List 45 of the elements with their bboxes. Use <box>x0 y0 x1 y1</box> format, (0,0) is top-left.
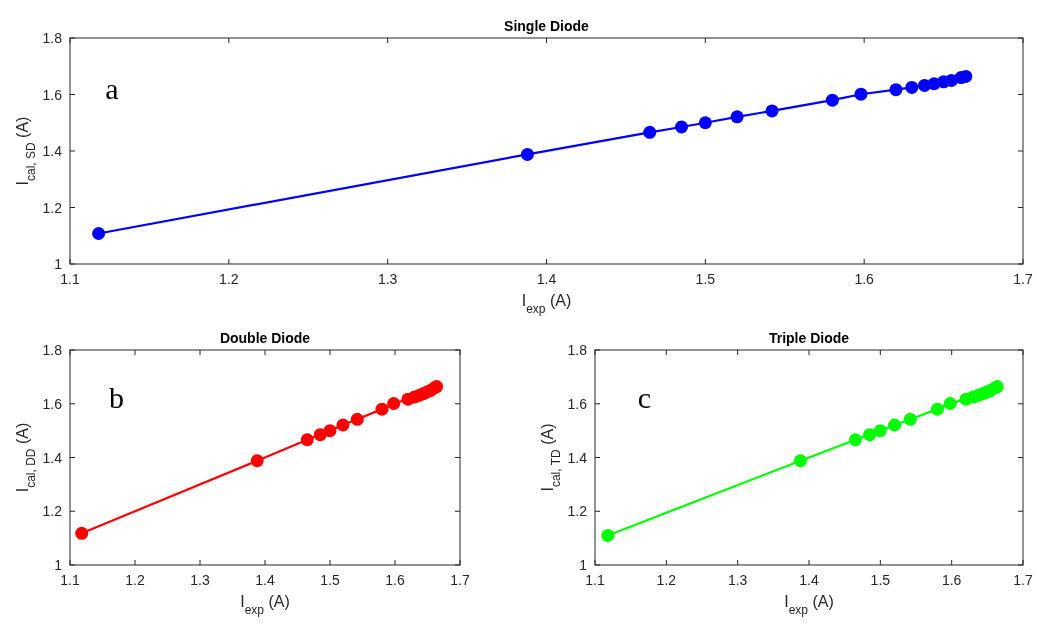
y-tick-label: 1.8 <box>42 30 63 46</box>
x-tick-label: 1.7 <box>450 572 470 588</box>
annotation: a <box>105 72 119 106</box>
x-tick-label: 1.7 <box>1013 271 1033 287</box>
y-tick-label: 1.8 <box>42 342 63 358</box>
x-tick-label: 1.2 <box>656 572 677 588</box>
y-tick-label: 1.2 <box>42 199 63 216</box>
x-tick-label: 1.7 <box>1013 572 1033 588</box>
x-tick-label: 1.2 <box>125 572 145 588</box>
y-tick-label: 1.4 <box>42 143 63 159</box>
y-tick-label: 1.8 <box>567 342 588 358</box>
x-axis-title: I$_{exp}$ (A) <box>784 593 834 617</box>
x-tick-label: 1.2 <box>219 271 239 287</box>
x-tick-label: 1.6 <box>385 572 405 588</box>
x-axis-title: I$_{exp}$ (A) <box>521 292 572 316</box>
y-tick-label: 1 <box>54 557 63 573</box>
y-tick-label: 1 <box>54 256 63 272</box>
y-tick-label: 1 <box>579 557 588 573</box>
y-tick-label: 1.2 <box>567 503 588 520</box>
x-tick-label: 1.5 <box>695 271 716 287</box>
x-tick-label: 1.1 <box>60 271 80 287</box>
x-tick-label: 1.6 <box>941 572 962 588</box>
x-tick-label: 1.5 <box>320 572 340 588</box>
y-tick-label: 1.6 <box>567 395 588 412</box>
x-tick-label: 1.6 <box>854 271 875 287</box>
chart-title: Single Diode <box>504 18 590 34</box>
x-tick-label: 1.1 <box>585 572 605 588</box>
y-tick-label: 1.2 <box>42 503 63 520</box>
x-tick-label: 1.4 <box>799 572 819 588</box>
x-tick-label: 1.4 <box>536 271 557 287</box>
x-tick-label: 1.5 <box>870 572 891 588</box>
y-tick-label: 1.4 <box>42 449 63 466</box>
chart-title: Double Diode <box>219 330 311 346</box>
x-axis-title: I$_{exp}$ (A) <box>240 593 290 617</box>
annotation: b <box>109 381 124 415</box>
annotation: c <box>637 381 652 415</box>
x-tick-label: 1.4 <box>255 572 275 588</box>
y-tick-label: 1.6 <box>42 395 63 412</box>
x-tick-label: 1.3 <box>727 572 748 588</box>
chart-title: Triple Diode <box>768 330 850 346</box>
y-tick-label: 1.6 <box>42 86 63 103</box>
x-tick-label: 1.3 <box>190 572 210 588</box>
y-tick-label: 1.4 <box>567 449 588 466</box>
x-tick-label: 1.3 <box>377 271 398 287</box>
x-tick-label: 1.1 <box>60 572 80 588</box>
